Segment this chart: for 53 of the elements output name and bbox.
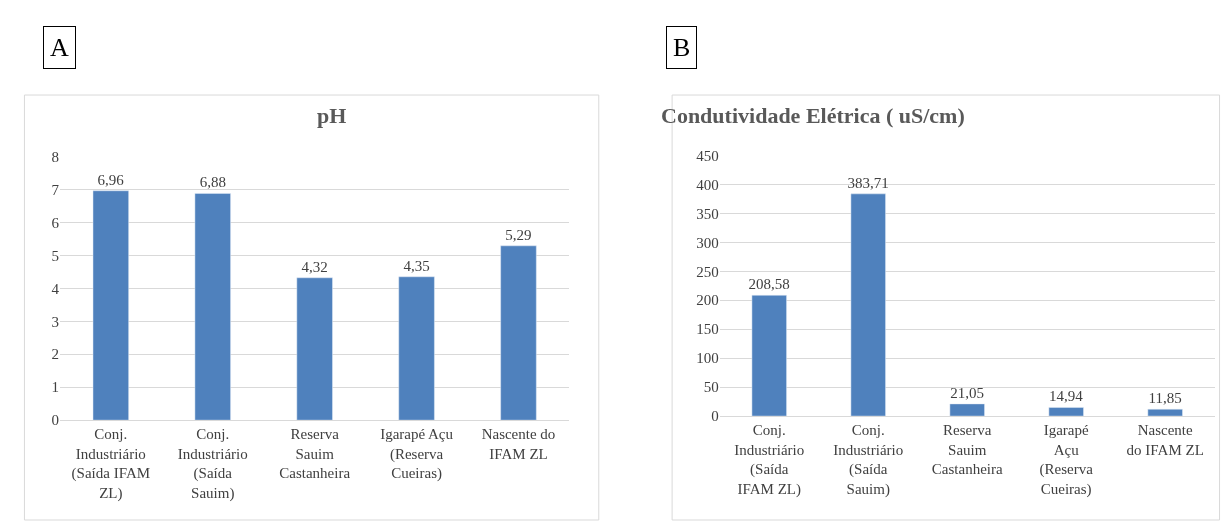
chart-title: Condutividade Elétrica ( uS/cm): [661, 103, 965, 128]
bar: [194, 193, 231, 421]
bar: [296, 277, 333, 421]
bar: [751, 295, 787, 417]
y-tick-label: 350: [696, 205, 719, 222]
bar: [949, 403, 985, 417]
bar: [500, 245, 537, 421]
data-label: 5,29: [505, 226, 532, 243]
y-tick-label: 250: [696, 263, 719, 280]
bar: [92, 190, 129, 421]
x-tick-label: Conj. Industriário (Saída IFAM ZL): [71, 426, 151, 502]
y-tick-label: 100: [696, 350, 719, 367]
data-label: 21,05: [950, 384, 985, 401]
x-tick-label: Conj. Industriário (Saída Sauim): [177, 426, 248, 502]
x-tick-label: Reserva Sauim Castanheira: [931, 422, 1003, 478]
data-label: 11,85: [1148, 390, 1182, 407]
chart-title: pH: [317, 103, 347, 128]
bar: [398, 276, 435, 421]
y-tick-label: 0: [51, 412, 59, 429]
y-tick-label: 400: [696, 176, 719, 193]
y-tick-label: 3: [51, 313, 59, 330]
x-tick-label: Conj. Industriário (Saída IFAM ZL): [734, 422, 805, 498]
data-label: 6,96: [97, 171, 125, 188]
data-label: 6,88: [199, 174, 226, 191]
y-tick-label: 150: [696, 321, 719, 338]
bar: [1147, 408, 1183, 417]
text: A: [50, 33, 69, 62]
data-label: 14,94: [1049, 388, 1084, 405]
x-tick-label: Nascente do IFAM ZL: [481, 426, 556, 462]
y-tick-label: 300: [696, 234, 719, 251]
bar: [850, 193, 886, 417]
y-tick-label: 450: [696, 147, 719, 164]
x-tick-label: Reserva Sauim Castanheira: [279, 426, 351, 482]
y-tick-label: 4: [51, 280, 60, 297]
data-label: 383,71: [847, 174, 889, 191]
y-tick-label: 7: [51, 181, 60, 198]
data-label: 208,58: [748, 276, 790, 293]
y-tick-label: 6: [51, 214, 60, 231]
data-label: 4,35: [403, 257, 430, 274]
text: B: [673, 33, 691, 62]
y-tick-label: 5: [51, 247, 59, 264]
x-tick-label: Conj. Industriário (Saída Sauim): [833, 422, 904, 498]
bar: [1048, 407, 1084, 417]
y-tick-label: 50: [703, 379, 719, 396]
y-tick-label: 200: [696, 292, 719, 309]
y-tick-label: 2: [51, 346, 59, 363]
y-tick-label: 8: [51, 148, 59, 165]
y-tick-label: 1: [51, 379, 59, 396]
y-tick-label: 0: [711, 408, 719, 425]
x-tick-label: Nascente do IFAM ZL: [1126, 422, 1204, 458]
x-tick-label: Igarapé Açu (Reserva Cueiras): [1039, 422, 1094, 498]
data-label: 4,32: [301, 258, 328, 275]
x-tick-label: Igarapé Açu (Reserva Cueiras): [380, 426, 454, 483]
